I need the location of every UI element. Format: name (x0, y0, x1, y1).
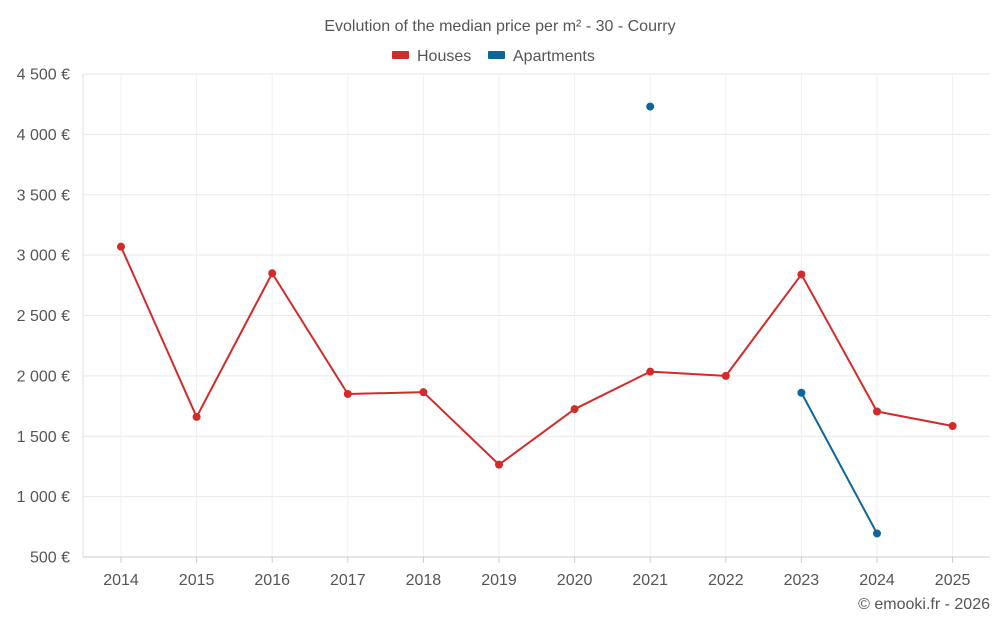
x-axis: 2014 2015 2016 2017 2018 2019 2020 2021 2022 2023… (83, 556, 990, 589)
series-line-segment (120, 245, 198, 418)
x-tick-label: 2023 (784, 572, 820, 589)
data-point[interactable] (570, 405, 579, 414)
data-point[interactable] (873, 407, 881, 416)
series-line-segment (724, 273, 803, 377)
data-point[interactable] (797, 388, 806, 397)
y-tick-label: 2 000 € (17, 368, 70, 385)
data-point[interactable] (117, 242, 125, 251)
x-tick-label: 2018 (406, 572, 442, 589)
legend-item-apartments[interactable]: Apartments (488, 48, 595, 65)
legend-label: Apartments (513, 48, 595, 65)
series-line-segment (271, 272, 349, 395)
series-line-segment (422, 391, 500, 466)
x-tick-label: 2014 (103, 572, 139, 589)
legend-label: Houses (417, 48, 471, 65)
data-point[interactable] (646, 367, 655, 376)
legend[interactable]: Houses Apartments (392, 48, 595, 65)
y-axis: 500 € 1 000 € 1 500 € 2 000 € 2 500 € 3 000 €… (17, 67, 84, 567)
series-line-segment (649, 370, 727, 377)
y-tick-label: 500 € (30, 550, 70, 567)
series-line-segment (573, 370, 652, 411)
x-tick-label: 2016 (254, 572, 290, 589)
series-line-segment (800, 273, 878, 413)
data-point[interactable] (268, 269, 277, 278)
series-line-segment (195, 272, 274, 418)
data-point[interactable] (495, 460, 503, 469)
x-tick-label: 2021 (632, 572, 668, 589)
series-line-segment (876, 410, 954, 427)
x-tick-label: 2017 (330, 572, 366, 589)
series-layer (117, 102, 957, 538)
x-tick-label: 2025 (935, 572, 971, 589)
y-tick-label: 4 500 € (17, 67, 70, 84)
legend-item-houses[interactable]: Houses (392, 48, 471, 65)
series-houses[interactable] (117, 242, 957, 469)
credit-text: © emooki.fr - 2026 (858, 596, 990, 613)
data-point[interactable] (721, 371, 730, 380)
x-tick-label: 2020 (557, 572, 593, 589)
data-point[interactable] (873, 529, 881, 538)
y-tick-label: 3 500 € (17, 187, 70, 204)
x-tick-label: 2022 (708, 572, 744, 589)
legend-swatch (488, 51, 505, 59)
data-point[interactable] (646, 102, 655, 111)
chart-title: Evolution of the median price per m² - 3… (324, 18, 675, 35)
grid (83, 73, 990, 558)
data-point[interactable] (419, 388, 428, 397)
data-point[interactable] (343, 389, 352, 398)
data-point[interactable] (192, 412, 201, 421)
legend-swatch (392, 51, 409, 59)
series-line-segment (498, 408, 576, 466)
y-tick-label: 4 000 € (17, 127, 70, 144)
series-line-segment (346, 391, 425, 395)
x-tick-label: 2024 (859, 572, 895, 589)
x-tick-label: 2019 (481, 572, 517, 589)
series-apartments[interactable] (646, 102, 881, 538)
data-point[interactable] (948, 421, 957, 430)
y-tick-label: 3 000 € (17, 248, 70, 265)
data-point[interactable] (797, 270, 806, 279)
y-tick-label: 1 500 € (17, 429, 70, 446)
y-tick-label: 1 000 € (17, 489, 70, 506)
x-tick-label: 2015 (179, 572, 215, 589)
series-line-segment (800, 391, 878, 535)
y-tick-label: 2 500 € (17, 308, 70, 325)
